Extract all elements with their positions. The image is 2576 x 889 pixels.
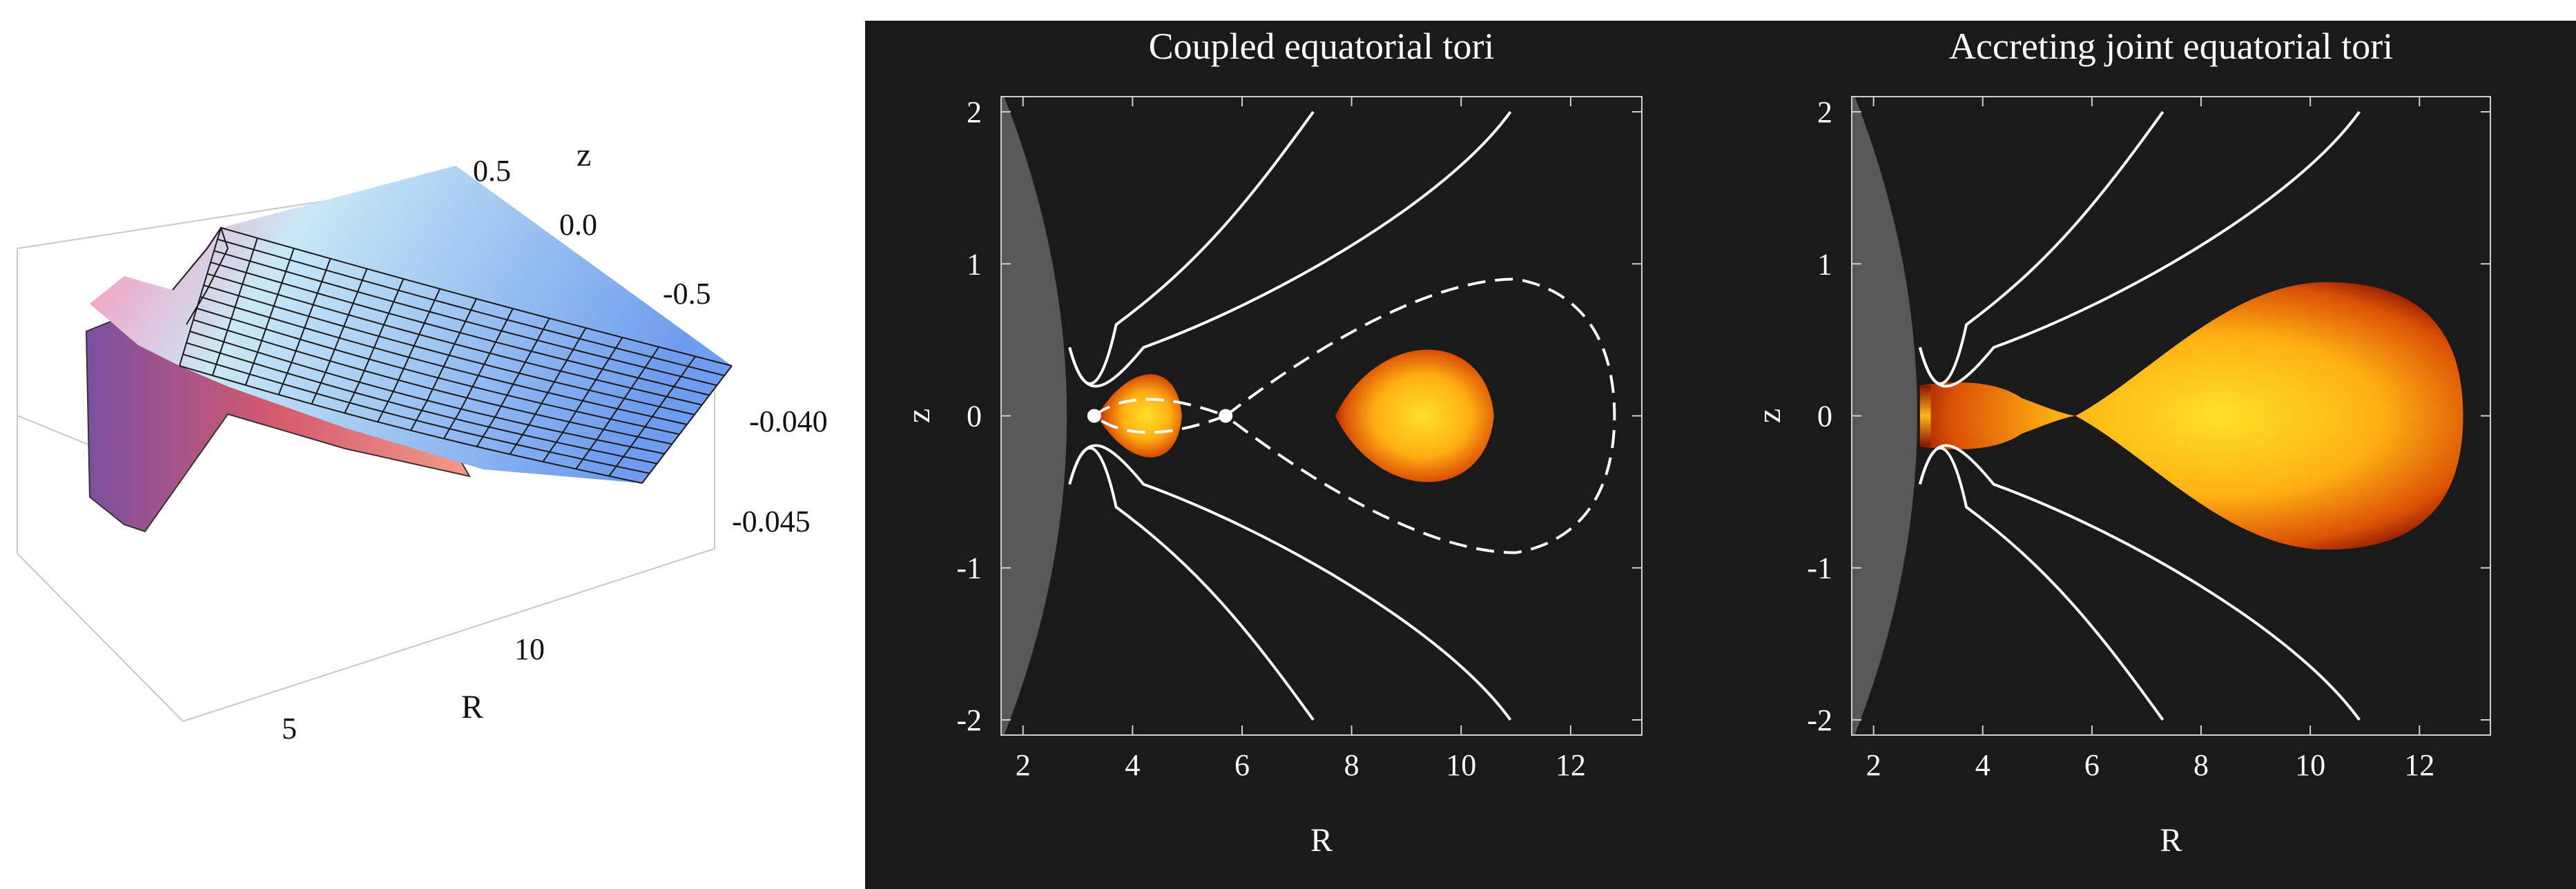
y-tick-label: -2 — [1807, 703, 1832, 737]
y-tick-label: -2 — [956, 703, 982, 737]
torus — [1335, 349, 1494, 482]
y-tick-label: 2 — [1817, 95, 1832, 129]
y-tick-label: -1 — [956, 551, 982, 585]
x-tick-label: 12 — [2404, 748, 2434, 782]
z-tick-label: 0.5 — [473, 154, 511, 188]
x-tick-label: 10 — [1446, 748, 1476, 782]
mesh-line-z — [211, 237, 258, 376]
panel-title: Coupled equatorial tori — [1149, 26, 1495, 67]
surface-sheet — [90, 166, 732, 483]
box-edge — [17, 553, 184, 722]
mesh-line-z — [542, 337, 623, 462]
mesh-line-z — [179, 227, 222, 367]
y-tick-label: 2 — [967, 95, 982, 129]
x-tick-label: 2 — [1866, 748, 1881, 782]
z-tick-label: -0.5 — [663, 277, 711, 311]
mesh-line-z — [311, 268, 368, 404]
cusp-point — [1087, 409, 1101, 423]
box-edge — [182, 548, 715, 722]
joint-torus — [1919, 282, 2463, 550]
mesh-line-z — [476, 318, 550, 447]
plot-area — [1852, 97, 2463, 735]
x-tick-label: 6 — [2084, 748, 2100, 782]
separatrix-dashed — [1093, 277, 1616, 554]
mesh-line-z — [344, 278, 405, 413]
mesh-line-z — [410, 298, 477, 431]
mesh-ridge — [172, 226, 229, 325]
mesh-line-z — [575, 346, 660, 470]
x-tick-label: 2 — [1016, 748, 1031, 782]
y-tick-label: 0 — [1817, 400, 1832, 433]
streamline — [1068, 444, 1512, 721]
x-tick-label: 4 — [1125, 748, 1140, 782]
r-tick-label: 10 — [514, 632, 545, 666]
z-tick-label: 0.0 — [559, 208, 597, 242]
r-tick-label: 5 — [282, 712, 297, 745]
z-axis-title: z — [577, 137, 591, 173]
x-tick-label: 10 — [2295, 748, 2325, 782]
value-tick-label: -0.045 — [732, 505, 811, 538]
mesh-line-z — [278, 258, 331, 395]
x-axis-title: R — [2160, 822, 2182, 859]
r-axis-title: R — [461, 689, 483, 725]
inner-torus-edge — [1919, 385, 1931, 447]
y-tick-label: -1 — [1807, 551, 1832, 585]
x-tick-label: 6 — [1234, 748, 1250, 782]
streamline — [1068, 110, 1512, 388]
streamline — [1918, 110, 2361, 388]
y-tick-label: 1 — [1817, 247, 1832, 281]
surface-tick-labels: 0.5 0.0 -0.5 z -0.040 -0.045 5 10 R — [282, 137, 828, 745]
cusp-point — [1219, 409, 1233, 423]
y-tick-label: 0 — [967, 400, 982, 433]
x-tick-label: 8 — [1344, 748, 1359, 782]
streamline — [1918, 444, 2361, 721]
panel-title: Accreting joint equatorial tori — [1949, 26, 2393, 67]
y-tick-label: 1 — [967, 247, 982, 281]
black-hole — [1852, 97, 1917, 735]
y-axis-title: z — [1751, 409, 1788, 423]
y-axis-title: z — [900, 409, 937, 423]
x-tick-label: 8 — [2194, 748, 2209, 782]
x-tick-label: 4 — [1975, 748, 1991, 782]
mesh-line-z — [608, 355, 696, 477]
surface-mesh — [172, 226, 733, 484]
black-hole — [1001, 97, 1067, 735]
mesh-line-z — [244, 248, 295, 386]
plot-area — [1001, 97, 1616, 735]
mesh-line-z — [377, 289, 441, 422]
x-tick-label: 12 — [1556, 748, 1586, 782]
surface-plot: 0.5 0.0 -0.5 z -0.040 -0.045 5 10 R — [17, 137, 828, 745]
x-axis-title: R — [1310, 822, 1333, 859]
mesh-line-z — [641, 365, 733, 484]
value-tick-label: -0.040 — [749, 404, 828, 438]
torus — [1096, 374, 1182, 458]
mesh-line-z — [509, 327, 587, 455]
mesh-line-z — [443, 308, 514, 439]
